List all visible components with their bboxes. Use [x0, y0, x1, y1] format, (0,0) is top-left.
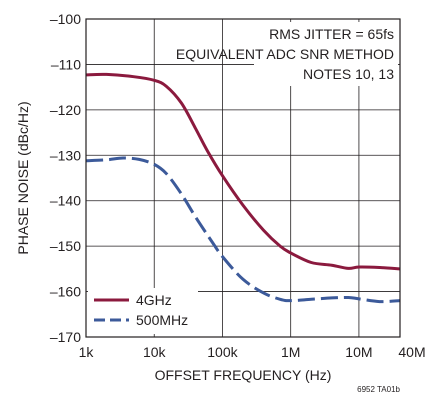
y-tick-label: –130	[50, 147, 81, 163]
y-tick-label: –160	[50, 284, 81, 300]
chart-notes: RMS JITTER = 65fs EQUIVALENT ADC SNR METH…	[176, 22, 398, 86]
x-tick-label: 10k	[143, 344, 167, 360]
y-tick-label: –100	[50, 11, 81, 27]
x-tick-label: 40M	[398, 344, 425, 360]
chart-note: RMS JITTER = 65fs	[269, 26, 394, 42]
legend-label: 500MHz	[136, 312, 188, 328]
chart-note: NOTES 10, 13	[303, 66, 394, 82]
series-line-0	[85, 72, 401, 271]
legend: 4GHz 500MHz	[88, 288, 198, 334]
y-tick-label: –120	[50, 102, 81, 118]
series-line-1	[85, 156, 401, 304]
y-axis-title: PHASE NOISE (dBc/Hz)	[15, 101, 31, 254]
chart-note: EQUIVALENT ADC SNR METHOD	[176, 46, 394, 62]
plot-frame	[85, 18, 401, 338]
figure-id: 6952 TA01b	[357, 385, 400, 393]
y-tick-label: –110	[51, 56, 81, 72]
x-tick-label: 1M	[281, 344, 300, 360]
series-layer	[85, 72, 401, 304]
y-tick-label: –170	[50, 329, 81, 345]
notes-background	[254, 22, 398, 86]
y-tick-label: –150	[50, 238, 81, 254]
x-axis-title: OFFSET FREQUENCY (Hz)	[155, 367, 332, 383]
x-tick-label: 10M	[345, 344, 372, 360]
legend-label: 4GHz	[136, 292, 172, 308]
legend-background	[88, 288, 198, 334]
x-tick-label: 1k	[79, 344, 95, 360]
x-tick-label: 100k	[207, 344, 238, 360]
y-tick-label: –140	[50, 193, 81, 209]
